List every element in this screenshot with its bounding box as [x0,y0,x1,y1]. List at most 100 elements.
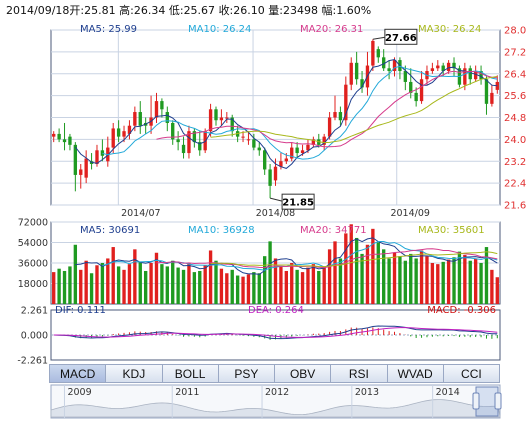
candle-body [252,139,256,148]
volume-bar [219,268,224,304]
volume-bar [160,264,164,304]
tab-rsi[interactable]: RSI [331,364,388,383]
volume-bar [111,247,115,304]
low-label: 低: [168,4,184,17]
price-ma-legend-ma10: MA10: 26.24 [188,24,251,35]
price-x-tick: 2014/07 [121,208,160,219]
candle-body [52,133,56,137]
volume-panel: 72000 54000 36000 18000 MA5: 30691 MA10: 3692… [18,218,501,305]
navigator-handle[interactable] [494,392,502,410]
volume-bar [333,241,337,304]
candle-body [116,128,121,137]
tab-psy[interactable]: PSY [218,364,275,383]
candle-body [306,144,310,151]
high-callout-box [384,28,418,45]
price-y-tick: 28.0 [504,26,526,37]
navigator-area [50,399,501,418]
candle-body [176,139,180,143]
candle-body [68,136,72,145]
candle-body [263,150,267,170]
candle-body [392,60,397,72]
candle-body [484,79,489,104]
volume-bar [149,263,153,304]
price-y-tick: 27.2 [504,47,526,58]
volume-bar [338,258,343,304]
candle-body [171,122,175,140]
volume-bar [187,263,191,304]
volume-bar [290,263,294,304]
volume-bar [176,267,180,304]
price-y-tick: 26.4 [504,69,526,80]
price-ma20-line [156,70,498,148]
candle-body [452,62,456,69]
candle-body [338,112,343,121]
volume-bar [230,269,234,304]
volume-bar [68,266,72,304]
candle-body [382,57,386,69]
volume-ma-legend-ma5: MA5: 30691 [80,225,140,236]
candle-body [495,81,499,90]
volume-bar [171,260,175,304]
volume-bar [279,266,283,304]
volume-y-tick: 18000 [18,279,48,290]
price-y-tick: 24.8 [504,113,526,124]
price-x-tick: 2014/09 [390,208,429,219]
macd-dif-line [53,325,498,340]
navigator-year-label: 2012 [265,387,289,398]
indicator-tabs: MACD KDJ BOLL PSY OBV RSI WVAD CCI [49,364,500,383]
candle-body [300,150,305,154]
volume-bar [273,258,278,304]
macd-dea-line [53,327,498,338]
price-y-tick: 22.4 [504,179,526,190]
navigator-handle[interactable] [472,392,480,410]
tab-macd[interactable]: MACD [49,364,107,383]
tab-cci[interactable]: CCI [443,364,500,383]
volume-label: 量: [268,4,283,17]
candle-body [295,147,299,154]
volume-bar [89,273,94,304]
time-navigator[interactable]: 2009 2011 2012 2013 2014 [50,384,502,419]
volume-bar [327,249,332,304]
tab-wvad[interactable]: WVAD [387,364,444,383]
volume-bar [463,255,467,304]
change-label: 幅: [321,4,337,17]
tab-boll[interactable]: BOLL [162,364,219,383]
candle-body [430,68,435,72]
high-callout: 27.66 [385,33,417,44]
volume-bar [165,266,169,304]
volume-bar [414,258,418,304]
tab-obv[interactable]: OBV [275,364,332,383]
volume-y-tick: 36000 [18,259,48,270]
price-ma5-line [74,58,498,169]
volume-bar [344,233,348,304]
navigator-year-label: 2013 [355,387,379,398]
price-ma-legend-ma5: MA5: 25.99 [80,24,137,35]
candle-body [127,125,132,134]
candle-body [73,144,78,175]
volume-y-tick: 72000 [18,218,48,229]
tab-kdj[interactable]: KDJ [106,364,163,383]
candle-body [57,133,61,140]
volume-ma-legend-ma10: MA10: 36928 [188,225,255,236]
candle-body [333,112,337,118]
volume-bar [306,267,310,304]
candle-body [473,71,478,80]
candle-body [284,158,288,162]
volume-bar [484,247,489,304]
volume-bar [452,257,456,304]
volume-bar [225,273,229,304]
volume-bar [419,250,424,304]
candle-body [95,150,99,164]
volume-value: 23498 [283,4,318,17]
price-y-tick: 24.0 [504,135,526,146]
volume-bar [181,269,186,304]
macd-value-legend: MACD: -0.306 [427,305,496,316]
candle-body [344,84,348,121]
price-ma10-line [102,65,498,160]
volume-bar [354,237,359,304]
low-callout: 21.85 [282,198,314,209]
price-y-tick: 21.6 [504,201,526,212]
price-y-tick: 25.6 [504,91,526,102]
candle-body [290,147,294,159]
candle-body [446,62,451,72]
